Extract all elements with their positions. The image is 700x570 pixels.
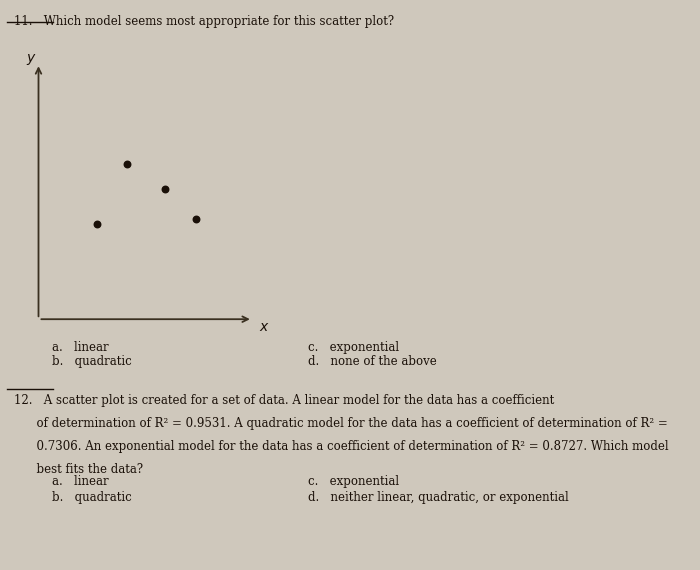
Text: 0.7306. An exponential model for the data has a coefficient of determination of : 0.7306. An exponential model for the dat… [14,440,668,453]
Text: 12.   A scatter plot is created for a set of data. A linear model for the data h: 12. A scatter plot is created for a set … [14,394,554,408]
Text: b.   quadratic: b. quadratic [52,356,132,368]
Text: d.   neither linear, quadratic, or exponential: d. neither linear, quadratic, or exponen… [308,491,568,503]
Point [92,219,103,229]
Text: x: x [259,320,267,333]
Text: of determination of R² = 0.9531. A quadratic model for the data has a coefficien: of determination of R² = 0.9531. A quadr… [14,417,668,430]
Text: a.   linear: a. linear [52,341,109,354]
Text: b.   quadratic: b. quadratic [52,491,132,503]
Text: 11.   Which model seems most appropriate for this scatter plot?: 11. Which model seems most appropriate f… [14,15,394,28]
Text: d.   none of the above: d. none of the above [308,356,437,368]
Text: y: y [26,51,34,66]
Point [190,214,202,223]
Text: best fits the data?: best fits the data? [14,463,143,476]
Point [121,159,132,168]
Text: a.   linear: a. linear [52,475,109,488]
Text: c.   exponential: c. exponential [308,341,399,354]
Text: c.   exponential: c. exponential [308,475,399,488]
Point [159,184,170,193]
